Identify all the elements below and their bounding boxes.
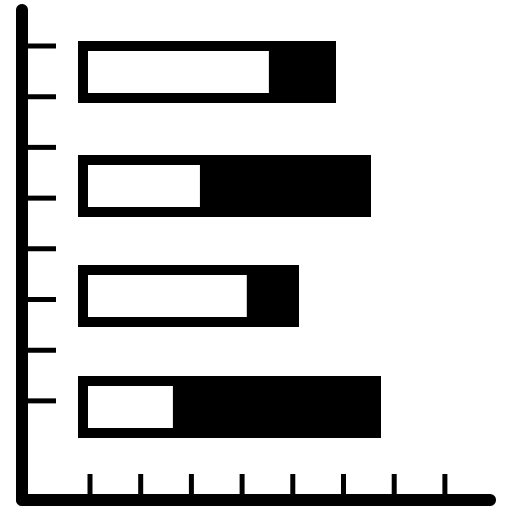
bars-group bbox=[78, 41, 381, 438]
chart-axes bbox=[16, 4, 496, 506]
bar-1-light-segment bbox=[88, 51, 269, 93]
bar-3-light-segment bbox=[88, 275, 247, 317]
bar-2-light-segment bbox=[88, 165, 200, 207]
y-axis-ticks bbox=[28, 43, 56, 404]
x-axis-ticks bbox=[87, 474, 448, 496]
bar-4-light-segment bbox=[88, 386, 173, 428]
